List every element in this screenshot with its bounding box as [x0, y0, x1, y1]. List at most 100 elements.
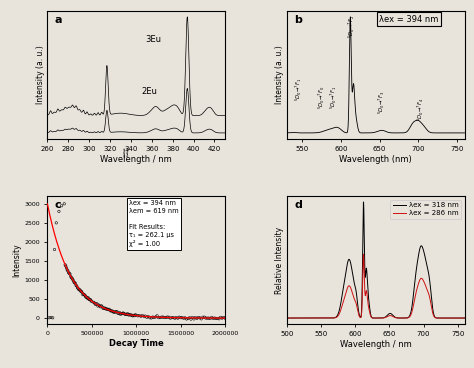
- Text: $^5D_0{\!\to\!}^7F_3$: $^5D_0{\!\to\!}^7F_3$: [377, 90, 387, 114]
- Point: [162, 315, 170, 321]
- λex = 318 nm: [458, 316, 464, 320]
- Point: [70, 277, 77, 283]
- Line: λex = 318 nm: λex = 318 nm: [287, 202, 465, 318]
- Point: [99, 304, 106, 310]
- λex = 286 nm: [406, 315, 412, 319]
- Point: [217, 314, 224, 320]
- Point: [173, 315, 180, 321]
- Point: [91, 300, 98, 306]
- Point: [130, 312, 137, 318]
- Text: $^5D_0{\!\to\!}^7F_2$: $^5D_0{\!\to\!}^7F_2$: [346, 15, 357, 38]
- Point: [78, 290, 86, 296]
- X-axis label: Wavelength (nm): Wavelength (nm): [339, 155, 412, 164]
- Point: [93, 301, 101, 307]
- Point: [111, 309, 119, 315]
- Point: [221, 315, 228, 321]
- Point: [84, 296, 91, 301]
- X-axis label: Wavelength / nm: Wavelength / nm: [340, 340, 411, 349]
- Point: [76, 288, 84, 294]
- Point: [211, 315, 219, 321]
- Point: [72, 280, 79, 286]
- Point: [82, 294, 90, 300]
- Point: [76, 287, 83, 293]
- Point: [82, 294, 90, 300]
- Point: [122, 311, 129, 317]
- Point: [180, 315, 187, 321]
- Point: [49, 315, 56, 321]
- Point: [146, 315, 154, 321]
- λex = 318 nm: [292, 316, 298, 320]
- Point: [149, 314, 156, 320]
- Point: [96, 303, 103, 309]
- Point: [70, 279, 78, 285]
- λex = 318 nm: [406, 315, 412, 319]
- Point: [73, 285, 81, 291]
- Point: [153, 313, 161, 319]
- Line: λex = 286 nm: λex = 286 nm: [287, 254, 465, 318]
- Point: [116, 310, 123, 316]
- Point: [71, 280, 79, 286]
- Point: [98, 303, 105, 309]
- λex = 286 nm: [416, 280, 422, 285]
- Point: [161, 315, 168, 321]
- X-axis label: Wavelength / nm: Wavelength / nm: [100, 155, 172, 164]
- Point: [62, 263, 70, 269]
- Point: [183, 316, 191, 322]
- Point: [142, 313, 149, 319]
- Point: [64, 267, 71, 273]
- Point: [117, 311, 124, 317]
- Text: 2Eu: 2Eu: [141, 87, 157, 96]
- Text: b: b: [294, 15, 302, 25]
- Point: [66, 271, 74, 277]
- Point: [105, 306, 113, 312]
- Point: [84, 295, 92, 301]
- Point: [81, 292, 88, 298]
- Text: 3Eu: 3Eu: [145, 35, 161, 44]
- Point: [51, 247, 58, 252]
- Point: [118, 311, 126, 316]
- Point: [85, 297, 93, 302]
- Point: [143, 314, 151, 320]
- Point: [158, 314, 165, 320]
- Point: [189, 315, 196, 321]
- Point: [178, 315, 186, 321]
- Point: [219, 315, 227, 321]
- Point: [165, 314, 173, 320]
- Point: [73, 283, 81, 289]
- Point: [100, 305, 108, 311]
- Point: [159, 314, 167, 320]
- Point: [114, 311, 122, 316]
- Point: [184, 315, 192, 321]
- Point: [196, 315, 204, 321]
- Point: [186, 315, 193, 321]
- Point: [95, 302, 102, 308]
- Point: [87, 298, 95, 304]
- Point: [77, 288, 85, 294]
- Point: [72, 283, 80, 289]
- Point: [156, 315, 164, 321]
- Point: [171, 315, 179, 321]
- Point: [145, 314, 152, 319]
- λex = 286 nm: [284, 316, 290, 320]
- Point: [134, 313, 142, 319]
- λex = 318 nm: [353, 287, 359, 291]
- Point: [193, 315, 201, 321]
- Point: [202, 315, 210, 321]
- λex = 286 nm: [353, 300, 359, 304]
- Point: [107, 308, 115, 314]
- Point: [212, 315, 220, 321]
- Point: [65, 270, 73, 276]
- Point: [205, 315, 212, 321]
- Text: $^5D_0{\!\to\!}^7F_0$: $^5D_0{\!\to\!}^7F_0$: [317, 85, 327, 109]
- λex = 286 nm: [361, 252, 366, 256]
- Point: [164, 314, 171, 320]
- Text: a: a: [55, 15, 62, 25]
- Point: [55, 208, 63, 214]
- Point: [102, 306, 109, 312]
- Point: [190, 316, 198, 322]
- Point: [101, 305, 109, 311]
- Point: [137, 313, 145, 319]
- Point: [91, 301, 99, 307]
- Point: [58, 203, 65, 209]
- Point: [131, 312, 139, 318]
